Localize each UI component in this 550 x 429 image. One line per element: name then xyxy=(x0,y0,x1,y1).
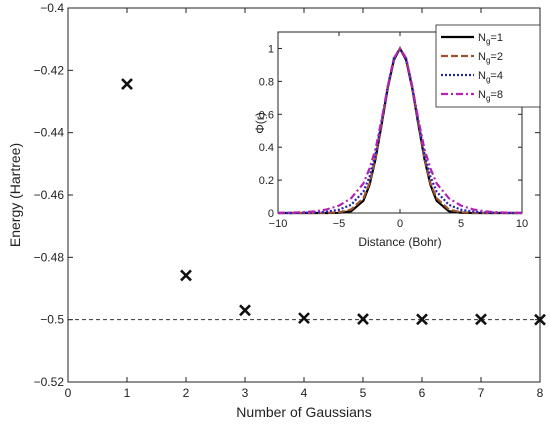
inset-ticks: −10 −5 0 5 10 0 0.2 0.4 0.6 0.8 1 xyxy=(259,32,528,230)
inset-legend xyxy=(435,24,541,108)
x-tick-label: 0 xyxy=(65,386,72,400)
legend-label: Ng=2 xyxy=(478,51,503,65)
x-tick-label: 4 xyxy=(301,386,308,400)
marker-stroke xyxy=(121,78,133,90)
inset-x-tick-label: 5 xyxy=(458,218,464,230)
data-point-x-marker xyxy=(534,313,546,326)
x-tick-label: 3 xyxy=(242,386,249,400)
main-x-axis-label: Number of Gaussians xyxy=(236,404,371,420)
legend-items: Ng=1 Ng=2 Ng=4 Ng=8 xyxy=(441,32,503,103)
x-tick-label: 1 xyxy=(124,386,131,400)
x-tick-label: 6 xyxy=(419,386,426,400)
data-point-x-marker xyxy=(298,312,310,325)
y-tick-label: −0.44 xyxy=(34,126,65,140)
x-tick-label: 7 xyxy=(478,386,485,400)
data-point-x-marker xyxy=(357,313,369,325)
inset-y-tick-label: 1 xyxy=(268,43,274,55)
data-point-x-marker xyxy=(121,78,133,90)
main-ticks: 0 1 2 3 4 5 6 7 8 −0.52 −0.5 −0.48 −0.46 −0.44 −0.42 −0… xyxy=(34,1,544,400)
inset-x-tick-label: 0 xyxy=(397,218,403,230)
y-tick-label: −0.46 xyxy=(34,188,65,202)
inset-y-axis-label: Φ(r) xyxy=(253,112,267,134)
x-tick-label: 5 xyxy=(360,386,367,400)
inset-x-tick-label: −5 xyxy=(333,218,346,230)
inset-y-tick-label: 0 xyxy=(268,208,274,220)
marker-stroke xyxy=(416,313,428,326)
inset-x-axis-label: Distance (Bohr) xyxy=(358,235,441,249)
main-data-points xyxy=(121,78,546,326)
y-tick-label: −0.48 xyxy=(34,250,65,264)
data-point-x-marker xyxy=(416,313,428,326)
y-tick-label: −0.5 xyxy=(40,313,64,327)
data-point-x-marker xyxy=(475,313,487,326)
inset-series-lines xyxy=(277,46,523,215)
marker-stroke xyxy=(180,269,192,282)
inset-y-tick-label: 0.8 xyxy=(259,76,274,88)
y-tick-label: −0.42 xyxy=(34,63,65,77)
inset-y-tick-label: 0.2 xyxy=(259,175,274,187)
y-tick-label: −0.52 xyxy=(34,375,65,389)
data-point-x-marker xyxy=(180,269,192,282)
legend-label: Ng=4 xyxy=(478,70,503,84)
legend-label: Ng=8 xyxy=(478,89,503,103)
marker-stroke xyxy=(534,313,546,326)
inset-y-tick-label: 0.4 xyxy=(259,142,274,154)
marker-stroke xyxy=(357,313,369,325)
x-tick-label: 2 xyxy=(183,386,190,400)
inset-y-tick-label: 0.6 xyxy=(259,109,274,121)
series-line-Ng8 xyxy=(277,46,523,214)
marker-stroke xyxy=(298,312,310,325)
x-tick-label: 8 xyxy=(537,386,544,400)
inset-x-tick-label: 10 xyxy=(516,218,528,230)
marker-stroke xyxy=(239,304,251,317)
data-point-x-marker xyxy=(239,304,251,317)
main-y-axis-label: Energy (Hartree) xyxy=(7,143,23,247)
inset-x-tick-label: −10 xyxy=(269,218,288,230)
y-tick-label: −0.4 xyxy=(40,1,64,15)
legend-label: Ng=1 xyxy=(478,32,503,46)
marker-stroke xyxy=(475,313,487,326)
